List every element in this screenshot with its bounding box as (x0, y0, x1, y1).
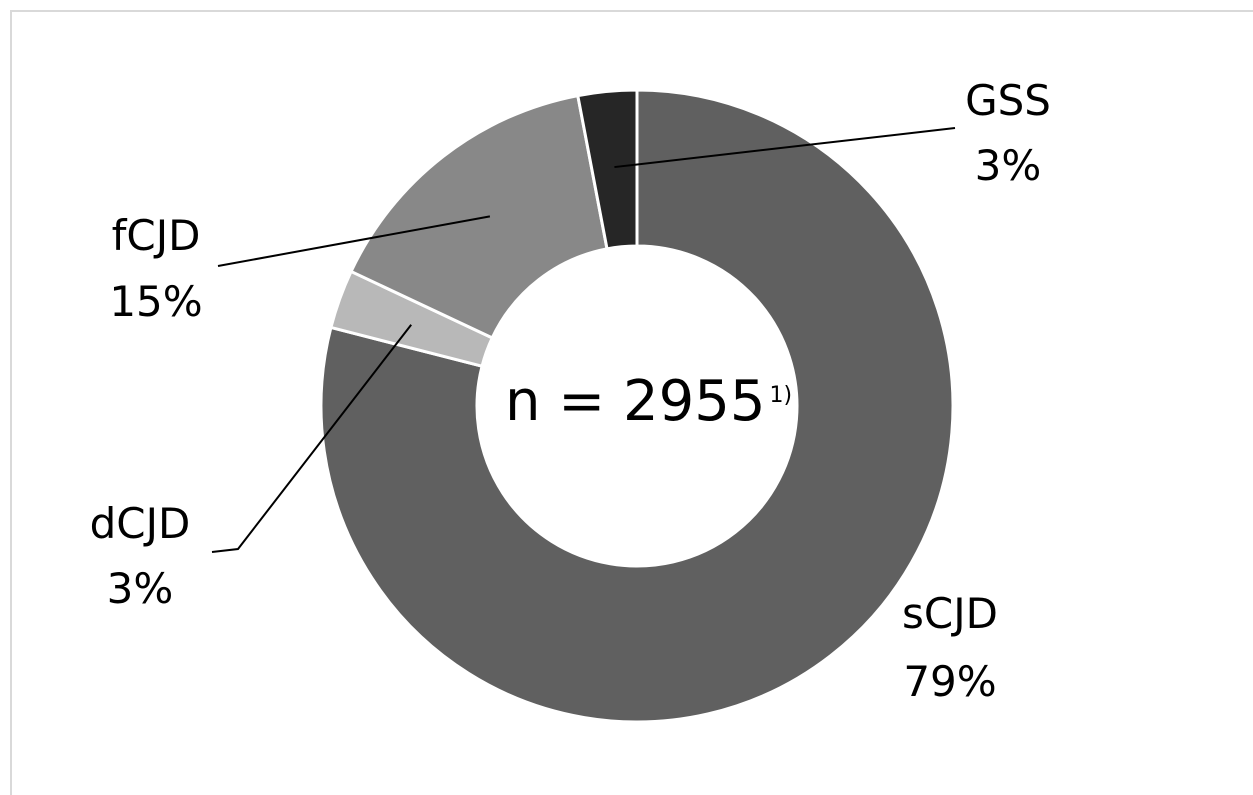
slice-gss (576, 88, 639, 251)
leader-lines (211, 127, 956, 553)
slice-label-fcjd: fCJD (112, 211, 201, 260)
slice-label-scjd: sCJD (902, 589, 998, 638)
slice-scjd (319, 88, 955, 724)
slice-pct-dcjd: 3% (107, 564, 174, 613)
slices (319, 88, 955, 724)
slice-pct-fcjd: 15% (109, 277, 202, 326)
leader-line-dcjd (211, 324, 412, 553)
slice-pct-scjd: 79% (903, 657, 996, 706)
slice-label-gss: GSS (965, 76, 1051, 125)
leader-line-gss (614, 127, 956, 169)
total-footnote: 1) (770, 383, 793, 408)
leader-line-fcjd (217, 215, 491, 267)
total-count-text: n = 2955 (505, 369, 766, 434)
total-count: n = 2955 1) (505, 369, 792, 434)
slice-label-dcjd: dCJD (90, 499, 191, 548)
chart-frame (10, 10, 1253, 795)
slice-pct-gss: 3% (975, 141, 1042, 190)
slice-fcjd (349, 93, 609, 340)
